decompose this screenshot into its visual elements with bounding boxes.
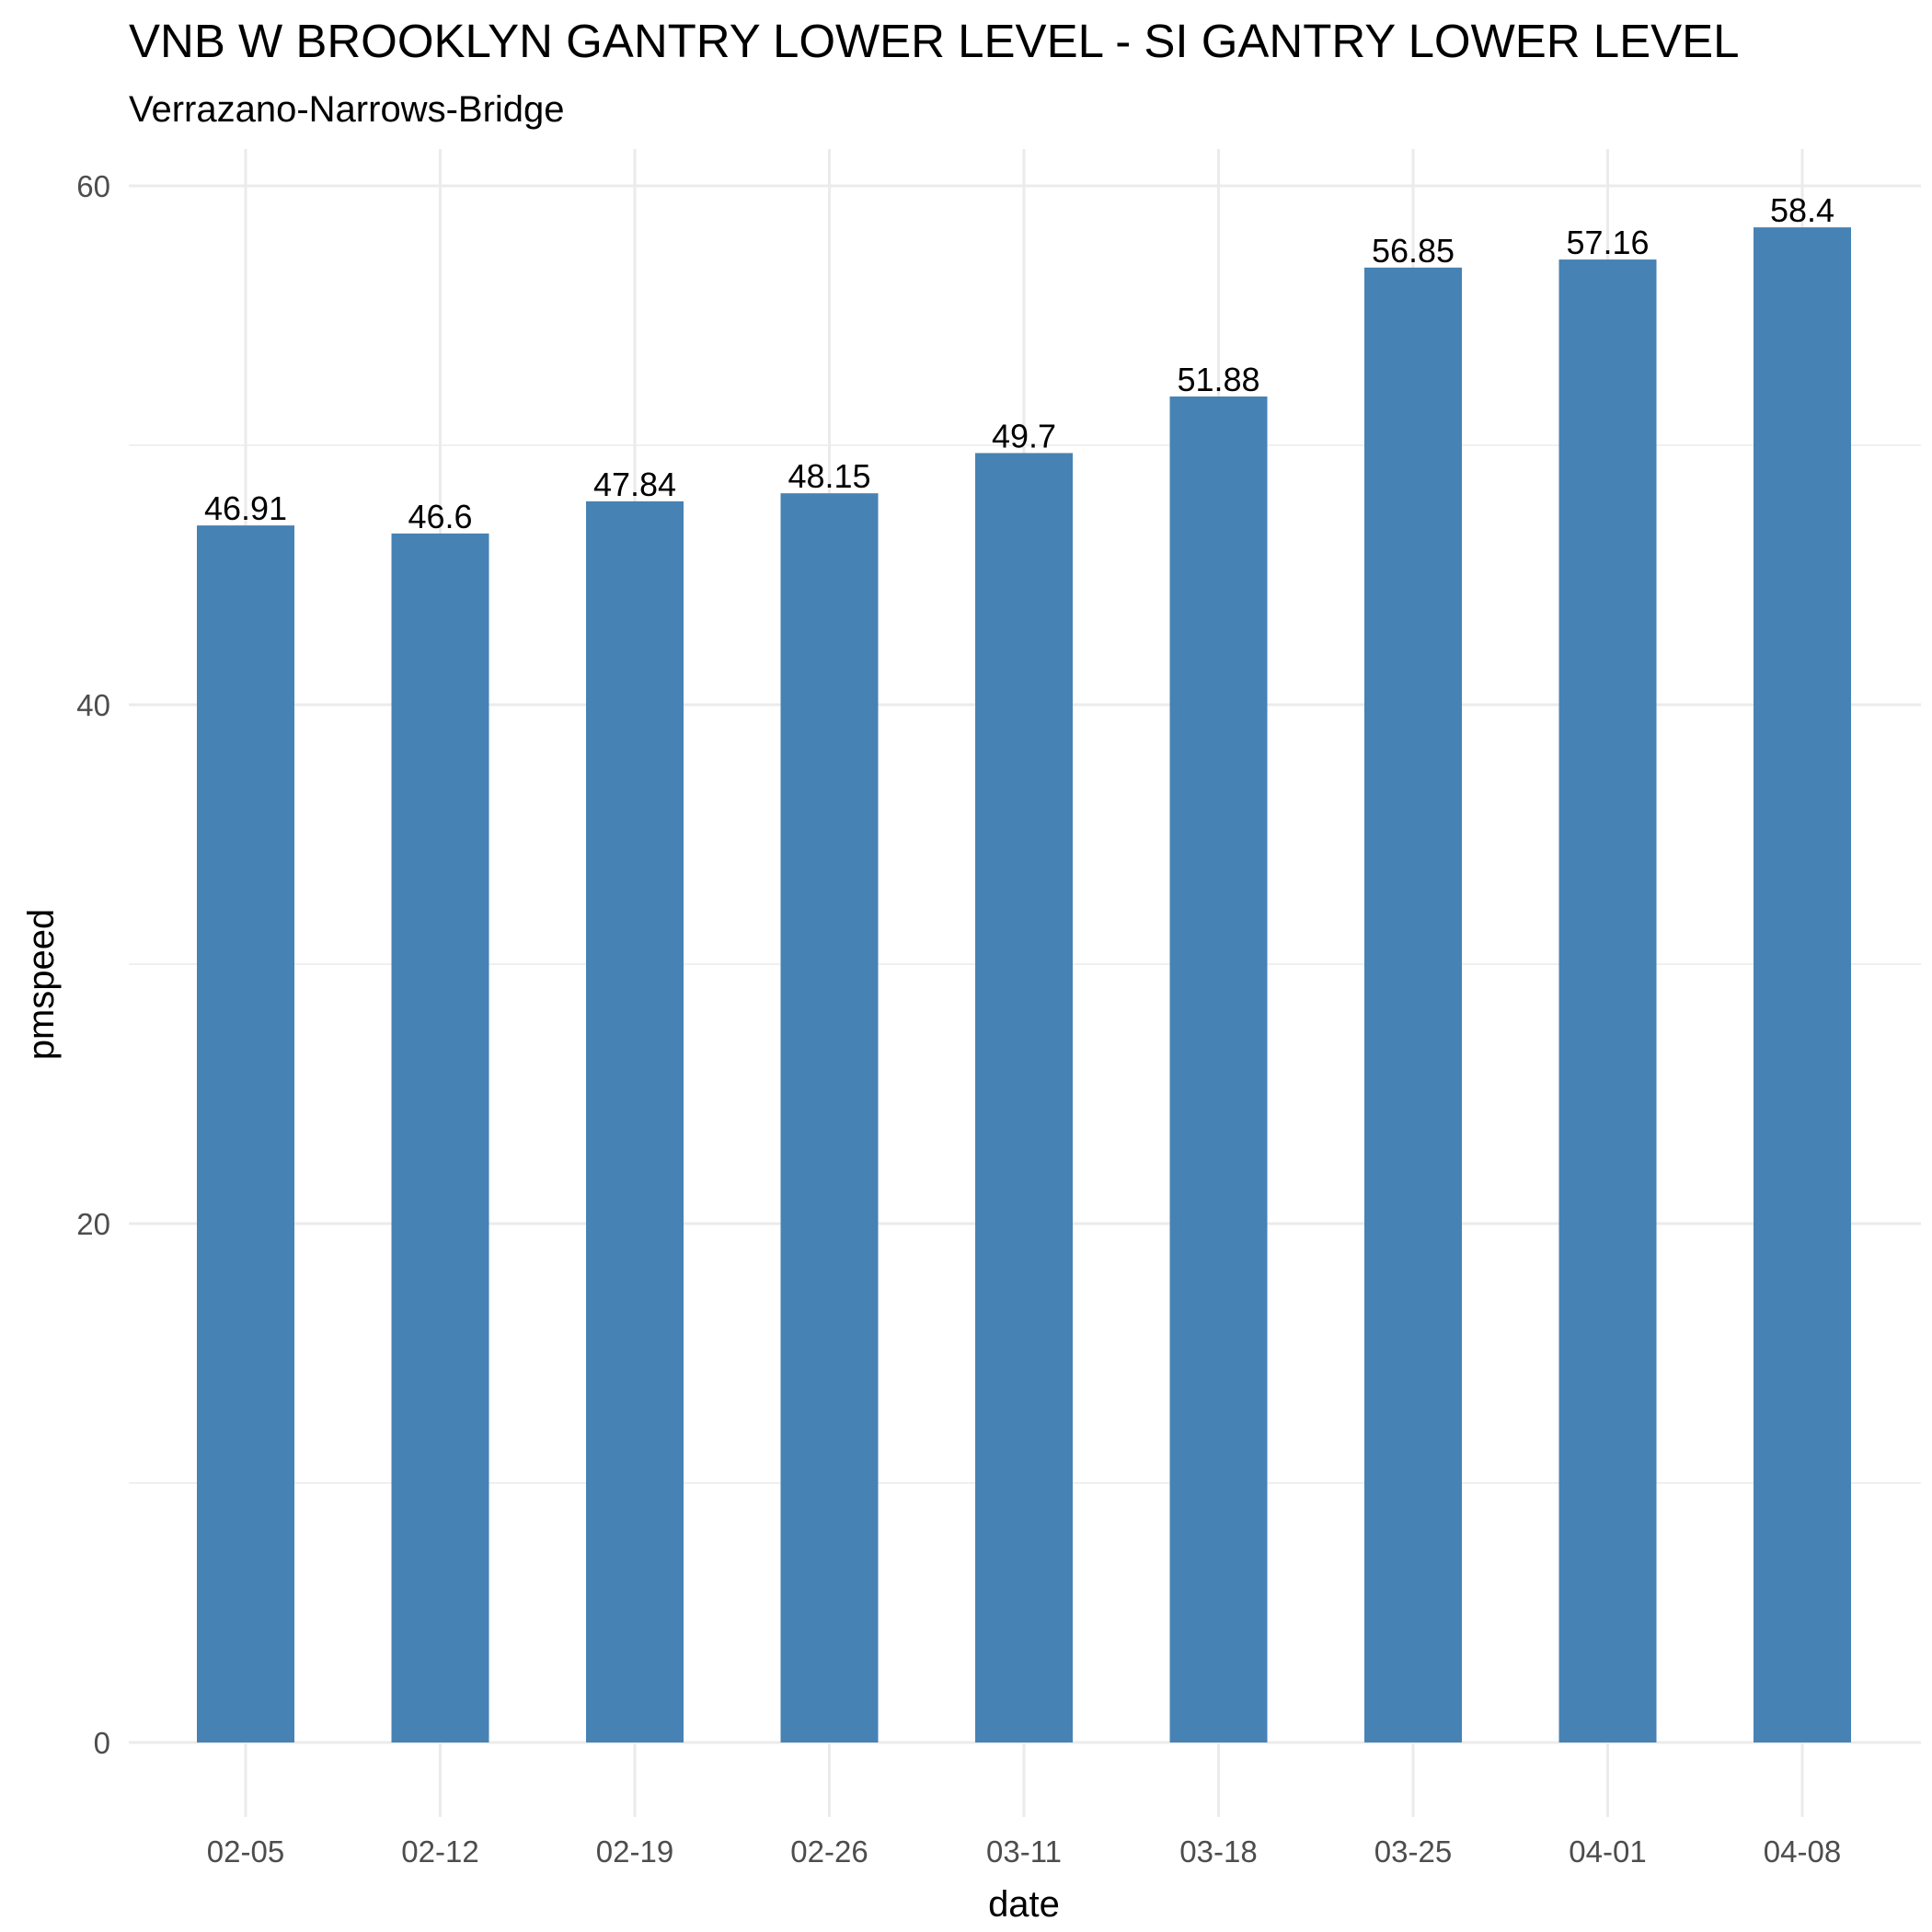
- x-tick-label: 02-19: [596, 1834, 673, 1869]
- data-label: 48.15: [788, 457, 870, 495]
- data-labels: 46.91 46.6 47.84 48.15 49.7 51.88 56.85 57.16 58…: [204, 191, 1834, 535]
- y-tick-label: 60: [76, 169, 110, 203]
- data-label: 46.91: [204, 489, 287, 527]
- x-tick-label: 03-18: [1179, 1834, 1257, 1869]
- y-tick-label: 20: [76, 1207, 110, 1241]
- bar: [391, 533, 489, 1742]
- x-tick-label: 02-12: [401, 1834, 478, 1869]
- y-tick-label: 40: [76, 688, 110, 722]
- y-tick-label: 0: [94, 1726, 110, 1760]
- x-tick-label: 02-26: [790, 1834, 868, 1869]
- chart-subtitle: Verrazano-Narrows-Bridge: [129, 89, 565, 130]
- bar: [780, 493, 879, 1743]
- data-label: 57.16: [1566, 224, 1649, 261]
- x-tick-label: 04-08: [1764, 1834, 1841, 1869]
- y-axis-label: pmspeed: [21, 909, 62, 1061]
- bar: [1364, 267, 1462, 1743]
- bar: [975, 453, 1073, 1743]
- data-label: 46.6: [408, 498, 472, 535]
- data-label: 56.85: [1372, 232, 1455, 270]
- bar: [1558, 259, 1657, 1742]
- data-label: 47.84: [593, 466, 676, 503]
- data-label: 49.7: [992, 417, 1056, 454]
- x-tick-label: 02-05: [207, 1834, 284, 1869]
- x-tick-label: 04-01: [1569, 1834, 1646, 1869]
- bar: [1754, 227, 1851, 1742]
- x-tick-label: 03-11: [986, 1834, 1062, 1869]
- bar: [197, 525, 294, 1743]
- x-axis-ticks: 02-05 02-12 02-19 02-26 03-11 03-18 03-25 04-01…: [207, 1834, 1841, 1869]
- x-axis-label: date: [988, 1884, 1060, 1925]
- bars: [197, 227, 1851, 1743]
- y-axis-ticks: 0 20 40 60: [76, 169, 110, 1760]
- chart-title: VNB W BROOKLYN GANTRY LOWER LEVEL - SI G…: [129, 15, 1740, 67]
- data-label: 51.88: [1177, 361, 1259, 398]
- bar: [1169, 396, 1268, 1742]
- x-tick-label: 03-25: [1374, 1834, 1452, 1869]
- data-label: 58.4: [1770, 191, 1834, 229]
- bar: [586, 500, 684, 1742]
